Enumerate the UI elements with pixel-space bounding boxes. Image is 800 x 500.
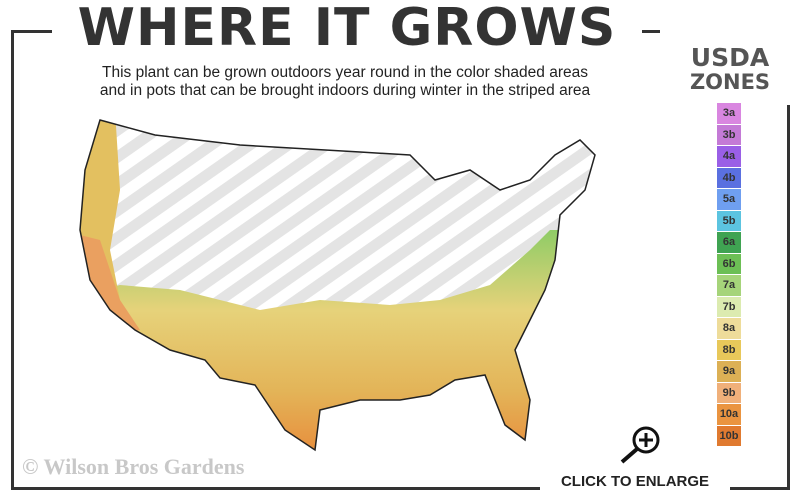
legend-zone-7b: 7b: [717, 296, 741, 317]
shaded-area-california: [80, 230, 140, 340]
legend-zone-3b: 3b: [717, 124, 741, 145]
legend-zone-8b: 8b: [717, 339, 741, 360]
legend-zone-9b: 9b: [717, 382, 741, 403]
page-title: WHERE IT GROWS: [52, 0, 642, 60]
legend-zone-6a: 6a: [717, 232, 741, 253]
frame-gap: [660, 25, 790, 105]
legend-zone-6b: 6b: [717, 253, 741, 274]
legend-zone-4a: 4a: [717, 146, 741, 167]
legend-title-zones: ZONES: [689, 70, 771, 94]
subtitle-line-1: This plant can be grown outdoors year ro…: [102, 64, 588, 81]
legend-zone-9a: 9a: [717, 361, 741, 382]
legend-zone-5b: 5b: [717, 210, 741, 231]
copyright: © Wilson Bros Gardens: [22, 454, 245, 479]
legend-zone-7a: 7a: [717, 275, 741, 296]
magnifier-plus-icon[interactable]: [616, 424, 664, 464]
legend-zone-8a: 8a: [717, 318, 741, 339]
legend-title-usda: USDA: [690, 43, 770, 72]
legend-zone-4b: 4b: [717, 167, 741, 188]
zone-legend: 3a 3b 4a 4b 5a 5b 6a 6b 7a 7b 8a 8b 9a 9b 10a 10b: [717, 103, 741, 447]
legend-zone-10b: 10b: [717, 425, 741, 446]
legend-zone-5a: 5a: [717, 189, 741, 210]
subtitle: This plant can be grown outdoors year ro…: [60, 64, 630, 100]
us-zone-map[interactable]: [60, 110, 620, 460]
legend-zone-10a: 10a: [717, 404, 741, 425]
subtitle-line-2: and in pots that can be brought indoors …: [99, 82, 591, 99]
legend-title: USDA ZONES: [680, 43, 780, 94]
map-regions: [80, 120, 595, 450]
legend-zone-3a: 3a: [717, 103, 741, 124]
click-to-enlarge-button[interactable]: CLICK TO ENLARGE: [540, 470, 730, 494]
